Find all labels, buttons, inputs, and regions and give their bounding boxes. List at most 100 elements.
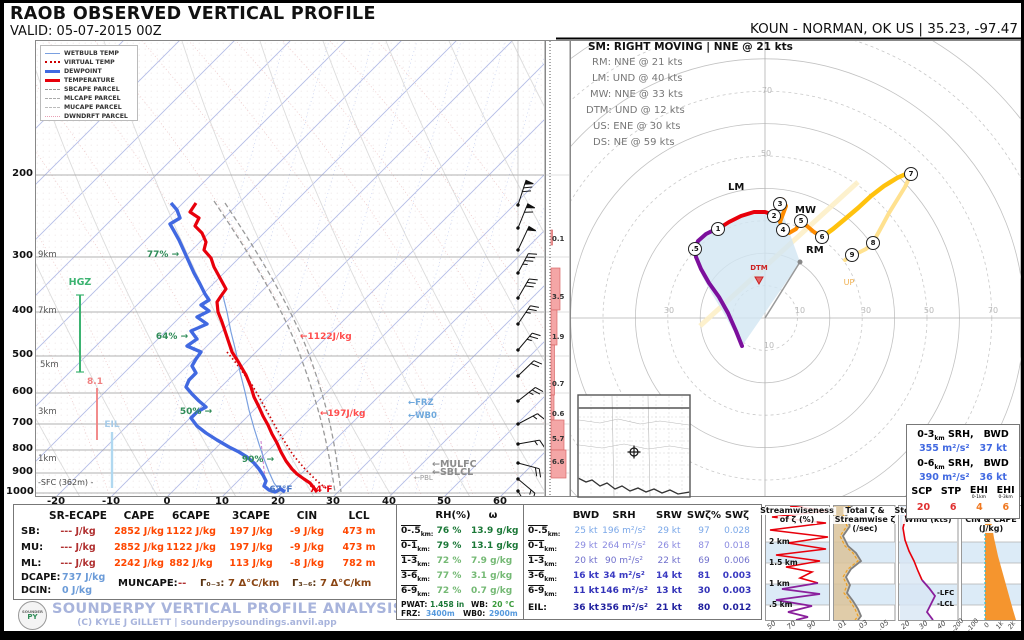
pressure-gridlines xyxy=(36,174,544,494)
height-label: 5km xyxy=(40,360,59,370)
cell: 882 J/kg xyxy=(169,558,213,569)
layer-label: 3-6km: xyxy=(528,571,557,583)
sounderpy-logo: SOUNDER PY xyxy=(18,601,47,630)
cell: 81 xyxy=(697,571,711,581)
temp-tick: 10 xyxy=(215,496,229,507)
logo-text-bottom: PY xyxy=(27,612,38,621)
sfc-temp-f: 74°F xyxy=(309,485,333,495)
sfc-dewpoint-f: 67°F xyxy=(269,485,293,495)
plot1-title: of ζ (%) xyxy=(777,515,817,525)
layer-label: 1-3km: xyxy=(401,556,430,568)
bwd-0-3-value: 37 kt xyxy=(979,443,1007,454)
ring-label: 70 xyxy=(987,306,999,315)
up-marker-label: UP xyxy=(843,278,855,287)
storm-motion-line: SM: RIGHT MOVING | NNE @ 21 kts xyxy=(588,41,793,53)
cell: 36 kt xyxy=(573,603,599,613)
gamma03-label: Γ₀₋₃: xyxy=(200,578,225,589)
ehi1-sub: 0-1km xyxy=(971,494,987,500)
srh-bwd-box: 0-3km SRH, BWD 355 m²/s² 37 kt 0-6km SRH, B… xyxy=(906,424,1020,519)
lapse-column-panel xyxy=(545,40,571,497)
cell: 30 xyxy=(697,586,711,596)
cell: 197 J/kg xyxy=(229,542,273,553)
gamma03-value: 7 Δ°C/km xyxy=(228,578,280,589)
hodo-height-point: 1 xyxy=(711,222,725,236)
cell: 16 kt xyxy=(573,571,599,581)
hodo-height-point: 3 xyxy=(773,197,787,211)
cell: -9 J/kg xyxy=(290,526,324,537)
cell: 97 xyxy=(698,526,710,536)
cell: 0.028 xyxy=(724,526,750,536)
virtual-temp-curve xyxy=(226,351,330,491)
ehi3-value: 6 xyxy=(1002,502,1010,513)
surface-label: -SFC (362m) - xyxy=(38,478,94,487)
rh-annotation: 90% → xyxy=(241,455,275,465)
pressure-tick: 200 xyxy=(12,168,33,179)
layer-label: 0-.5km: xyxy=(528,526,561,538)
legend-label: DWNDRFT PARCEL xyxy=(64,112,128,120)
cell: 25 kt xyxy=(574,526,598,536)
dewpoint-line-icon xyxy=(45,69,60,73)
footer-copyright: (C) KYLE J GILLETT | sounderpysoundings.… xyxy=(77,618,337,628)
plot2-title: Total ζ & xyxy=(843,506,887,516)
rm-point xyxy=(797,259,803,265)
km-tick: 2 km xyxy=(769,537,790,546)
mlcape-line-icon xyxy=(45,97,60,99)
skewt-legend: WETBULB TEMP VIRTUAL TEMP DEWPOINT TEMPE… xyxy=(40,45,138,121)
cape3-annotation: ←197J/kg xyxy=(320,409,366,419)
rh-annotation: 64% → xyxy=(155,332,189,342)
legend-label: MUCAPE PARCEL xyxy=(64,103,122,111)
cell: 11 kt xyxy=(573,586,599,596)
pressure-tick: 900 xyxy=(12,466,33,477)
srh-header: SRH xyxy=(612,510,636,521)
cell: 782 m xyxy=(342,558,376,569)
cell: 1122 J/kg xyxy=(166,542,216,553)
srh-row1-label: 0-3 xyxy=(917,429,935,440)
valid-time: VALID: 05-07-2015 00Z xyxy=(10,24,162,39)
km-tick: 1 km xyxy=(769,579,790,588)
dcape-value: 737 J/kg xyxy=(62,572,106,583)
pwat-value: 1.458 in xyxy=(430,600,465,609)
ring-label: 50 xyxy=(923,306,935,315)
lm-marker-label: LM xyxy=(728,182,745,193)
plot2-title: (/sec) xyxy=(850,524,880,534)
wetbulb-curve xyxy=(221,291,284,493)
cell: 1122 J/kg xyxy=(166,526,216,537)
station-location-icon xyxy=(627,445,641,459)
plot4-title: (J/kg) xyxy=(976,524,1006,534)
stp-header: STP xyxy=(940,486,962,497)
lapse-rate-label: 8.1 xyxy=(87,377,103,387)
height-label: 7km xyxy=(38,306,57,316)
srh-row2-bwd: BWD xyxy=(983,458,1009,469)
wb-label: WB: xyxy=(471,600,488,609)
plot2-title: Streamwise ζ xyxy=(832,515,898,525)
omega-value: 13.1 g/kg xyxy=(471,541,519,551)
legend-label: DEWPOINT xyxy=(64,67,102,75)
hodo-height-point: 7 xyxy=(904,167,918,181)
lfc-label: -LFC xyxy=(937,589,955,597)
srh-row2-rest: SRH, xyxy=(944,458,974,469)
hodo-stat: DTM: UND @ 12 kts xyxy=(586,105,685,116)
col-header: LCL xyxy=(348,510,370,522)
pressure-tick: 600 xyxy=(12,386,33,397)
rm-vector-line xyxy=(764,261,801,319)
legend-label: WETBULB TEMP xyxy=(64,49,119,57)
dcin-label: DCIN: xyxy=(21,585,52,596)
cell: -9 J/kg xyxy=(290,542,324,553)
cell: 34 m²/s² xyxy=(603,571,645,581)
cell: 473 m xyxy=(342,542,376,553)
hodo-height-point: 4 xyxy=(776,223,790,237)
col-header: SR-ECAPE xyxy=(49,510,107,522)
wind-barbs xyxy=(516,179,544,496)
eil-label: EIL xyxy=(104,420,120,430)
cell: 196 m²/s² xyxy=(602,526,646,536)
temp-tick: -10 xyxy=(101,496,121,507)
cape-annotation: ←1122J/kg xyxy=(300,332,352,342)
hodo-height-point: 8 xyxy=(866,236,880,250)
col-header: CAPE xyxy=(123,510,155,522)
layer-label: 3-6km: xyxy=(401,571,430,583)
pressure-tick: 500 xyxy=(12,349,33,360)
layer-label: 6-9km: xyxy=(401,586,430,598)
muncape-label: MUNCAPE: xyxy=(118,578,178,589)
cell: 13 kt xyxy=(656,586,682,596)
srh-fill-polygon xyxy=(695,206,800,346)
